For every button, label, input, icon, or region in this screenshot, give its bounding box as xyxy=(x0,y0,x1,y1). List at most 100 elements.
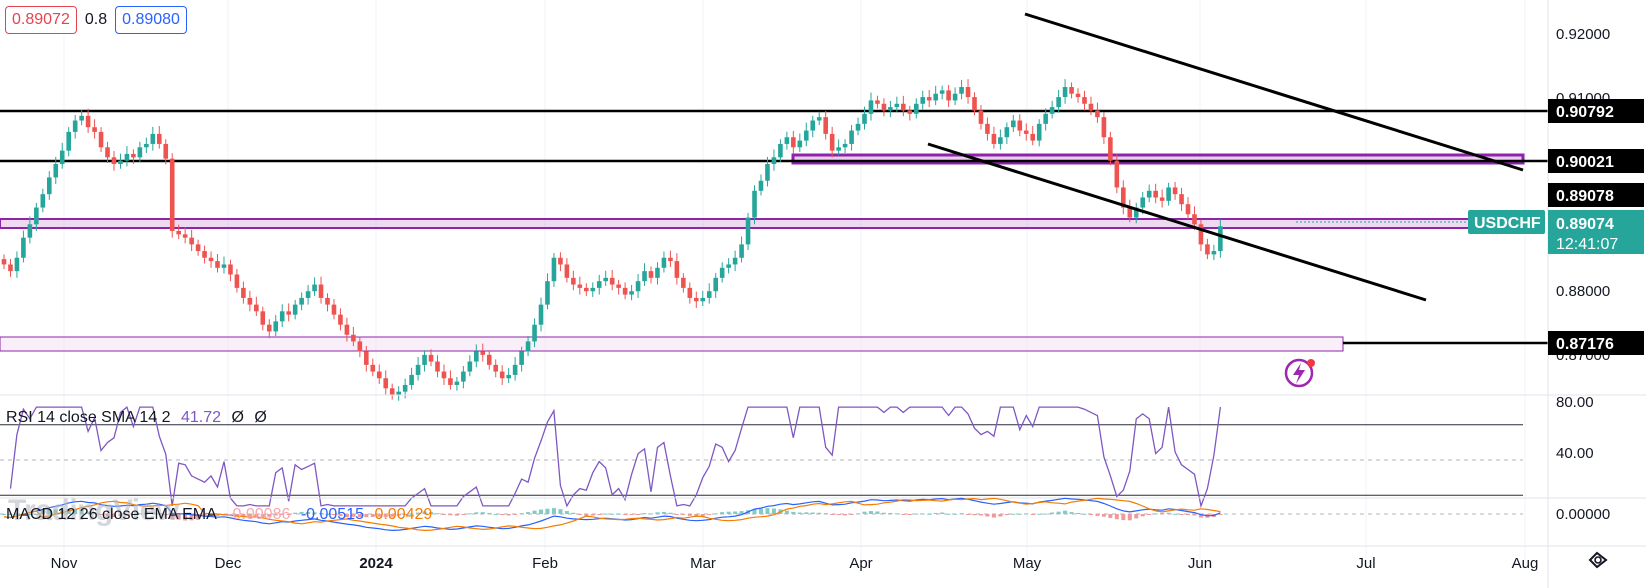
macd-hist-bar xyxy=(539,509,544,514)
macd-hist-bar xyxy=(312,512,317,514)
time-axis-label: May xyxy=(1013,555,1042,572)
price-tick-label: 0.92000 xyxy=(1556,26,1610,43)
macd-hist-bar xyxy=(150,512,155,514)
candle-body xyxy=(1101,117,1107,138)
candle-body xyxy=(1198,224,1204,245)
macd-hist-bar xyxy=(1114,514,1119,520)
candle-body xyxy=(305,291,311,298)
macd-hist-bar xyxy=(616,513,621,515)
macd-hist-bar xyxy=(681,514,686,515)
candle-body xyxy=(791,137,796,148)
candle-body xyxy=(279,311,285,322)
macd-hist-bar xyxy=(1198,514,1203,518)
macd-hist-bar xyxy=(907,514,912,515)
macd-hist-bar xyxy=(27,514,32,515)
macd-hist-bar xyxy=(1192,514,1197,516)
macd-hist-bar xyxy=(610,513,615,515)
channel-lower-line[interactable] xyxy=(927,142,1427,302)
candle-body xyxy=(208,257,214,262)
candle-body xyxy=(150,133,156,144)
macd-hist-bar xyxy=(823,513,828,515)
macd-hist-bar xyxy=(1147,514,1152,515)
macd-hist-bar xyxy=(215,514,220,516)
candle-body xyxy=(590,287,596,292)
candle-body xyxy=(829,133,835,151)
macd-hist-bar xyxy=(273,514,278,516)
candle-body xyxy=(784,137,790,144)
candle-body xyxy=(913,103,919,114)
macd-hist-bar xyxy=(209,514,214,516)
candle-body xyxy=(422,354,427,365)
candle-body xyxy=(933,93,938,101)
candle-body xyxy=(765,164,770,181)
candle-body xyxy=(1179,194,1184,205)
candle-body xyxy=(299,297,304,305)
macd-hist-bar xyxy=(985,514,990,517)
candle-body xyxy=(312,284,317,292)
candle-body xyxy=(577,284,583,288)
macd-hist-bar xyxy=(1024,513,1029,515)
macd-hist-bar xyxy=(1173,513,1178,515)
sell-price-button[interactable]: 0.89072 xyxy=(5,6,77,34)
candle-body xyxy=(383,378,389,389)
macd-hist-bar xyxy=(196,514,201,520)
candle-body xyxy=(881,103,887,111)
macd-legend[interactable]: MACD 12 26 close EMA EMA -0.00086 -0.005… xyxy=(6,506,438,524)
candle-body xyxy=(1,259,7,265)
settings-icon[interactable] xyxy=(1588,551,1608,569)
macd-hist-bar xyxy=(1004,514,1009,516)
price-labels: 0.90792 0.90021 0.89078 0.87176 0.89074 12:41… xyxy=(1296,99,1644,355)
candle-body xyxy=(370,364,376,372)
candle-body xyxy=(648,271,654,278)
level-label-087176-bg xyxy=(1548,331,1644,355)
macd-hist-bar xyxy=(881,512,886,514)
candle-body xyxy=(596,281,602,288)
macd-hist-bar xyxy=(623,514,628,515)
candle-body xyxy=(344,324,350,335)
macd-hist-bar xyxy=(894,513,899,515)
candle-body xyxy=(292,304,298,315)
candle-body xyxy=(435,361,440,372)
rsi-legend[interactable]: RSI 14 close SMA 14 2 41.72 Ø Ø xyxy=(6,409,273,427)
candle-body xyxy=(926,97,932,101)
candle-body xyxy=(480,351,486,355)
candle-body xyxy=(338,314,343,325)
macd-hist-bar xyxy=(991,514,996,518)
macd-hist-bar xyxy=(868,511,873,514)
candle-body xyxy=(752,190,757,218)
candle-body xyxy=(532,324,537,342)
candle-body xyxy=(156,133,162,144)
macd-hist-bar xyxy=(1030,514,1035,515)
candle-body xyxy=(1011,120,1016,128)
macd-hist-bar xyxy=(306,512,311,514)
trendlines[interactable] xyxy=(927,12,1524,302)
candle-body xyxy=(920,97,926,104)
candle-body xyxy=(719,267,725,278)
alert-icon[interactable] xyxy=(1284,358,1315,388)
channel-upper-line[interactable] xyxy=(1024,12,1524,172)
candle-body xyxy=(823,117,828,134)
macd-signal-value: 0.00429 xyxy=(374,506,433,523)
macd-hist-bar xyxy=(836,514,841,516)
candle-body xyxy=(687,287,693,298)
macd-hist-bar xyxy=(603,513,608,515)
candle-body xyxy=(318,284,324,298)
candle-body xyxy=(1062,87,1068,98)
buy-price-button[interactable]: 0.89080 xyxy=(115,6,187,34)
candle-body xyxy=(1082,97,1087,104)
candle-body xyxy=(875,100,880,104)
candle-body xyxy=(169,158,175,231)
candle-body xyxy=(952,93,958,101)
candle-body xyxy=(506,374,511,379)
macd-hist-bar xyxy=(1076,512,1081,514)
macd-hist-bar xyxy=(247,514,252,517)
macd-value: -0.00515 xyxy=(300,506,364,523)
macd-hist-bar xyxy=(830,514,835,515)
candle-body xyxy=(202,251,207,258)
macd-hist-bar xyxy=(1017,513,1022,515)
candle-body xyxy=(836,147,841,151)
macd-hist-bar xyxy=(99,514,104,515)
macd-hist-bar xyxy=(629,514,634,515)
